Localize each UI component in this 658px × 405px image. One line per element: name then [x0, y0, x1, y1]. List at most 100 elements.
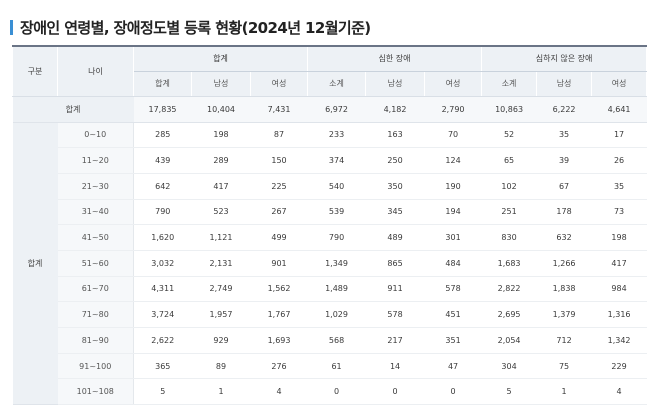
header-sub-mild-female: 여성	[591, 70, 648, 97]
page-title: 장애인 연령별, 장애정도별 등록 현황(2024년 12월기준)	[20, 18, 371, 37]
value-cell: 14	[365, 353, 425, 380]
table-body: 합계 17,835 10,404 7,431 6,972 4,182 2,790…	[12, 96, 647, 405]
value-cell: 229	[591, 353, 647, 380]
value-cell: 417	[191, 173, 251, 200]
total-cell: 7,431	[250, 96, 308, 123]
header-sub-severe-sum: 소계	[307, 70, 367, 97]
value-cell: 1,562	[250, 276, 308, 303]
value-cell: 2,131	[191, 250, 251, 277]
value-cell: 4	[250, 378, 308, 405]
value-cell: 499	[250, 224, 308, 251]
value-cell: 89	[191, 353, 251, 380]
value-cell: 67	[536, 173, 592, 200]
value-cell: 2,622	[133, 327, 192, 354]
age-cell: 0~10	[57, 122, 134, 149]
value-cell: 73	[591, 199, 647, 226]
header-sub-severe-male: 남성	[365, 70, 426, 97]
value-cell: 540	[307, 173, 366, 200]
table-row: 81~90 2,622 929 1,693 568 217 351 2,054 712 1,342	[13, 327, 647, 354]
header-sub-total-female: 여성	[249, 70, 309, 97]
value-cell: 830	[481, 224, 537, 251]
header-sub-total-male: 남성	[191, 70, 251, 97]
value-cell: 1,693	[250, 327, 308, 354]
value-cell: 865	[365, 250, 425, 277]
value-cell: 1	[191, 378, 251, 405]
table-row: 51~60 3,032 2,131 901 1,349 865 484 1,683 1,266 4…	[13, 250, 647, 277]
total-cell: 10,863	[481, 96, 537, 123]
value-cell: 70	[424, 122, 482, 149]
total-cell: 4,182	[365, 96, 425, 123]
value-cell: 642	[133, 173, 192, 200]
value-cell: 285	[133, 122, 192, 149]
value-cell: 190	[424, 173, 482, 200]
header-sub-total-sum: 합계	[133, 70, 192, 97]
value-cell: 929	[191, 327, 251, 354]
value-cell: 1,767	[250, 301, 308, 328]
value-cell: 1	[536, 378, 592, 405]
value-cell: 2,054	[481, 327, 537, 354]
value-cell: 87	[250, 122, 308, 149]
value-cell: 632	[536, 224, 592, 251]
value-cell: 194	[424, 199, 482, 226]
value-cell: 1,489	[307, 276, 366, 303]
value-cell: 5	[481, 378, 537, 405]
header-sub-mild-sum: 소계	[481, 70, 538, 97]
title-accent-bar	[10, 19, 13, 35]
value-cell: 1,266	[536, 250, 592, 277]
total-row-label: 합계	[12, 96, 134, 123]
value-cell: 217	[365, 327, 425, 354]
value-cell: 1,620	[133, 224, 192, 251]
value-cell: 198	[591, 224, 647, 251]
value-cell: 1,683	[481, 250, 537, 277]
value-cell: 102	[481, 173, 537, 200]
value-cell: 984	[591, 276, 647, 303]
age-cell: 61~70	[57, 276, 134, 303]
value-cell: 61	[307, 353, 366, 380]
value-cell: 1,838	[536, 276, 592, 303]
age-cell: 11~20	[57, 147, 134, 174]
value-cell: 26	[591, 147, 647, 174]
value-cell: 523	[191, 199, 251, 226]
table-row: 71~80 3,724 1,957 1,767 1,029 578 451 2,695 1,37…	[13, 301, 647, 328]
value-cell: 0	[365, 378, 425, 405]
total-cell: 6,972	[307, 96, 366, 123]
value-cell: 35	[591, 173, 647, 200]
value-cell: 1,342	[591, 327, 647, 354]
value-cell: 124	[424, 147, 482, 174]
table-row: 합계 0~10 285 198 87 233 163 70 52 35 17	[12, 122, 647, 405]
header-group-total: 합계	[132, 45, 309, 72]
value-cell: 276	[250, 353, 308, 380]
table-row: 21~30 642 417 225 540 350 190 102 67 35	[13, 173, 647, 200]
value-cell: 451	[424, 301, 482, 328]
value-cell: 351	[424, 327, 482, 354]
value-cell: 250	[365, 147, 425, 174]
total-cell: 6,222	[536, 96, 592, 123]
age-cell: 51~60	[57, 250, 134, 277]
value-cell: 75	[536, 353, 592, 380]
table-row: 41~50 1,620 1,121 499 790 489 301 830 632 198	[13, 224, 647, 251]
value-cell: 178	[536, 199, 592, 226]
header-group-severe: 심한 장애	[307, 45, 483, 72]
value-cell: 578	[424, 276, 482, 303]
value-cell: 712	[536, 327, 592, 354]
total-cell: 4,641	[591, 96, 647, 123]
value-cell: 790	[307, 224, 366, 251]
value-cell: 539	[307, 199, 366, 226]
header-sub-mild-male: 남성	[536, 70, 593, 97]
value-cell: 0	[307, 378, 366, 405]
value-cell: 350	[365, 173, 425, 200]
value-cell: 304	[481, 353, 537, 380]
value-cell: 2,695	[481, 301, 537, 328]
value-cell: 233	[307, 122, 366, 149]
value-cell: 1,316	[591, 301, 647, 328]
value-cell: 484	[424, 250, 482, 277]
table-row: 91~100 365 89 276 61 14 47 304 75 229	[13, 353, 647, 380]
value-cell: 345	[365, 199, 425, 226]
value-cell: 417	[591, 250, 647, 277]
total-cell: 10,404	[191, 96, 251, 123]
table-row: 61~70 4,311 2,749 1,562 1,489 911 578 2,822 1,83…	[13, 276, 647, 303]
value-cell: 65	[481, 147, 537, 174]
value-cell: 4	[591, 378, 647, 405]
title-block: 장애인 연령별, 장애정도별 등록 현황(2024년 12월기준)	[10, 16, 371, 38]
value-cell: 150	[250, 147, 308, 174]
